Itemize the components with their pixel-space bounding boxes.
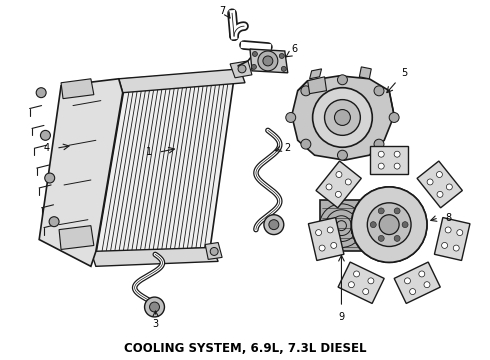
Circle shape	[394, 163, 400, 169]
Polygon shape	[119, 69, 245, 93]
Circle shape	[368, 203, 411, 247]
Circle shape	[251, 64, 256, 69]
Circle shape	[269, 220, 279, 230]
Polygon shape	[39, 79, 122, 266]
Text: 5: 5	[401, 68, 407, 78]
Circle shape	[394, 235, 400, 241]
Circle shape	[335, 192, 342, 197]
Polygon shape	[308, 77, 326, 94]
Polygon shape	[292, 76, 394, 160]
Circle shape	[437, 192, 443, 197]
Circle shape	[335, 109, 350, 125]
Circle shape	[457, 230, 463, 235]
Circle shape	[354, 271, 360, 277]
Text: 6: 6	[292, 44, 298, 54]
Polygon shape	[417, 161, 463, 208]
Polygon shape	[435, 217, 470, 261]
Circle shape	[258, 51, 278, 71]
Circle shape	[326, 184, 332, 190]
Text: 1: 1	[146, 147, 151, 157]
Polygon shape	[316, 161, 361, 208]
Circle shape	[379, 215, 399, 235]
Circle shape	[351, 187, 427, 262]
Circle shape	[368, 203, 411, 247]
Circle shape	[49, 217, 59, 227]
Polygon shape	[319, 200, 365, 251]
Circle shape	[319, 245, 325, 251]
Polygon shape	[394, 262, 441, 303]
Circle shape	[45, 173, 55, 183]
Circle shape	[263, 56, 273, 66]
Circle shape	[378, 235, 384, 241]
Polygon shape	[96, 71, 235, 255]
Text: 4: 4	[43, 143, 49, 153]
Circle shape	[453, 245, 459, 251]
Polygon shape	[359, 67, 371, 79]
Circle shape	[363, 289, 368, 294]
Circle shape	[437, 172, 442, 177]
Circle shape	[410, 289, 416, 294]
Circle shape	[264, 215, 284, 235]
Circle shape	[281, 66, 286, 71]
Polygon shape	[91, 247, 218, 266]
Polygon shape	[205, 243, 222, 260]
Polygon shape	[59, 226, 94, 249]
Polygon shape	[308, 217, 344, 261]
Circle shape	[445, 227, 451, 233]
Circle shape	[338, 150, 347, 160]
Circle shape	[316, 230, 321, 235]
Circle shape	[446, 184, 452, 190]
Circle shape	[338, 75, 347, 85]
Circle shape	[368, 278, 374, 284]
Circle shape	[327, 227, 333, 233]
Circle shape	[404, 278, 411, 284]
Circle shape	[394, 151, 400, 157]
Circle shape	[379, 215, 399, 235]
Circle shape	[286, 113, 295, 122]
Circle shape	[345, 179, 351, 185]
Text: 3: 3	[152, 319, 159, 329]
Text: 9: 9	[339, 312, 344, 322]
Circle shape	[36, 88, 46, 98]
Text: 7: 7	[219, 6, 225, 16]
Circle shape	[301, 86, 311, 96]
Circle shape	[210, 247, 218, 255]
Circle shape	[252, 51, 257, 57]
Polygon shape	[230, 61, 252, 78]
Circle shape	[313, 88, 372, 147]
Circle shape	[427, 179, 433, 185]
Polygon shape	[370, 146, 408, 174]
Circle shape	[374, 86, 384, 96]
Circle shape	[378, 163, 384, 169]
Circle shape	[394, 208, 400, 214]
Circle shape	[324, 100, 360, 135]
Polygon shape	[61, 79, 94, 99]
Polygon shape	[351, 219, 362, 233]
Circle shape	[424, 282, 430, 288]
Circle shape	[441, 242, 447, 248]
Circle shape	[419, 271, 425, 277]
Circle shape	[370, 222, 376, 228]
Circle shape	[374, 139, 384, 149]
Polygon shape	[250, 49, 288, 73]
Polygon shape	[310, 69, 321, 79]
Circle shape	[336, 172, 342, 177]
Circle shape	[145, 297, 165, 317]
Circle shape	[389, 113, 399, 122]
Circle shape	[351, 187, 427, 262]
Text: 2: 2	[285, 143, 291, 153]
Circle shape	[279, 54, 284, 58]
Circle shape	[331, 242, 337, 248]
Circle shape	[301, 139, 311, 149]
Text: COOLING SYSTEM, 6.9L, 7.3L DIESEL: COOLING SYSTEM, 6.9L, 7.3L DIESEL	[124, 342, 366, 355]
Circle shape	[378, 208, 384, 214]
Polygon shape	[338, 262, 384, 303]
Circle shape	[348, 282, 354, 288]
Circle shape	[402, 222, 408, 228]
Circle shape	[149, 302, 159, 312]
Circle shape	[238, 65, 246, 73]
Text: 8: 8	[446, 213, 452, 223]
Circle shape	[41, 130, 50, 140]
Circle shape	[378, 151, 384, 157]
